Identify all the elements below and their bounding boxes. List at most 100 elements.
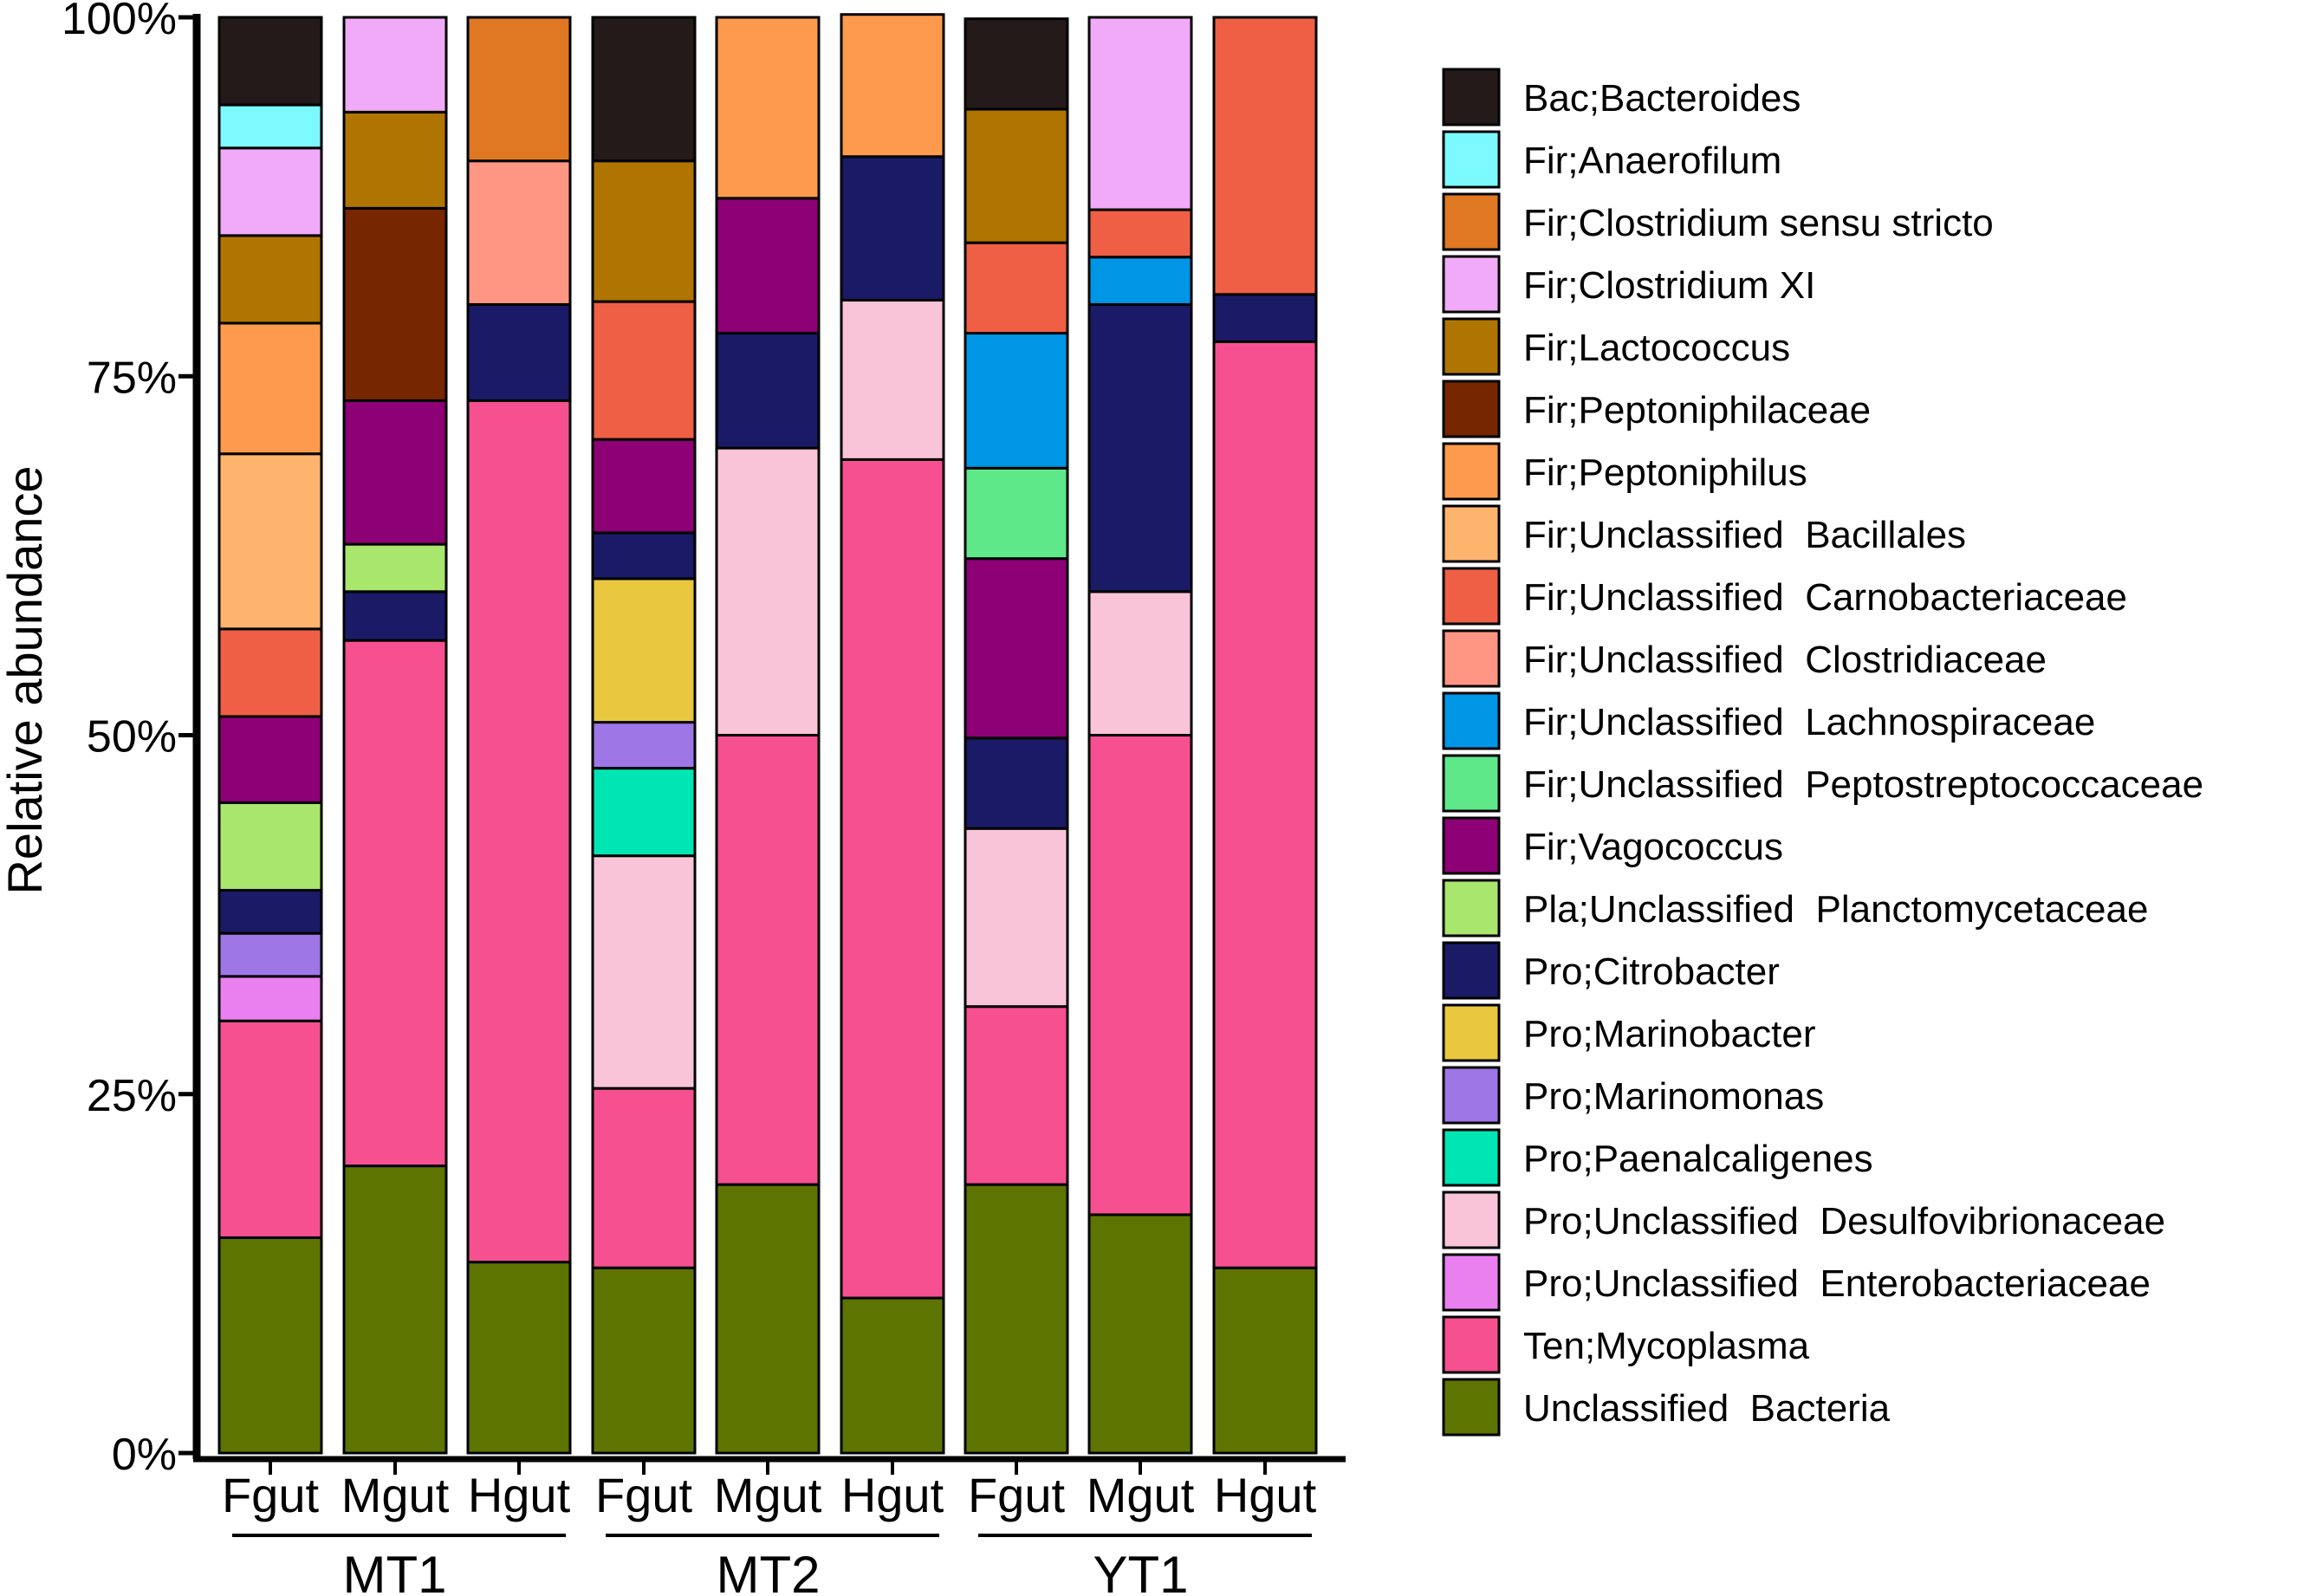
bar-segment-mt1-fgut-s15 (217, 321, 323, 456)
legend-label: Pro;Unclassified Desulfovibrionaceae (1523, 1200, 2165, 1242)
bar-segment-yt1-fgut-s3 (964, 827, 1069, 1009)
bar-segment-mt1-fgut-s20 (217, 103, 323, 150)
bar-segment-mt2-fgut-s0 (591, 1266, 697, 1455)
legend-label: Pla;Unclassified Planctomycetaceae (1523, 888, 2148, 931)
bar-segment-mt1-hgut-s1 (466, 399, 572, 1264)
x-tick-label: Fgut (222, 1468, 319, 1522)
bar-segment-mt1-mgut-s16 (342, 206, 448, 402)
legend-label: Fir;Vagococcus (1523, 826, 1783, 868)
legend-label: Fir;Unclassified Peptostreptococcaceae (1523, 763, 2203, 806)
legend-label: Ten;Mycoplasma (1523, 1325, 1810, 1367)
bar-segment-mt2-fgut-s6 (591, 577, 697, 724)
legend-swatch (1442, 130, 1501, 189)
legend-label: Unclassified Bacteria (1523, 1387, 1891, 1430)
legend-swatch (1442, 317, 1501, 376)
legend-swatch (1442, 1128, 1501, 1187)
legend-swatch (1442, 380, 1501, 438)
bar-segment-mt1-fgut-s1 (217, 1019, 323, 1239)
legend-swatch (1442, 629, 1501, 688)
bar-segment-yt1-fgut-s9 (964, 557, 1069, 740)
legend-swatch (1442, 1253, 1501, 1312)
x-tick-label: Mgut (714, 1468, 822, 1522)
bar-segment-mt2-hgut-s0 (840, 1296, 945, 1455)
bar-segment-mt2-mgut-s15 (715, 16, 821, 200)
bar-segment-yt1-fgut-s7 (964, 736, 1069, 830)
legend-label: Fir;Clostridium XI (1523, 264, 1815, 307)
legend-swatch (1442, 192, 1501, 251)
bar-segment-yt1-hgut-s13 (1212, 16, 1318, 296)
bar-segment-mt1-fgut-s2 (217, 975, 323, 1022)
legend-swatch (1442, 1003, 1501, 1062)
bar-segment-yt1-fgut-s11 (964, 332, 1069, 470)
bar-segment-yt1-mgut-s11 (1087, 256, 1193, 306)
x-tick-label: Hgut (468, 1468, 571, 1522)
legend-label: Pro;Marinobacter (1523, 1013, 1815, 1055)
bar-segment-yt1-hgut-s7 (1212, 293, 1318, 343)
bar-segment-mt1-mgut-s8 (342, 542, 448, 594)
bar-segment-mt1-mgut-s1 (342, 639, 448, 1168)
bar-segment-mt1-fgut-s9 (217, 715, 323, 804)
legend-label: Pro;Citrobacter (1523, 950, 1780, 993)
legend-swatch (1442, 1378, 1501, 1437)
bar-segment-mt2-hgut-s7 (840, 155, 945, 302)
bar-segment-yt1-fgut-s13 (964, 241, 1069, 335)
bar-segment-mt1-fgut-s8 (217, 801, 323, 892)
bar-segment-yt1-hgut-s1 (1212, 340, 1318, 1269)
y-tick-label: 50% (87, 712, 177, 762)
y-tick-label: 0% (112, 1430, 177, 1480)
x-tick-label: Fgut (595, 1468, 692, 1522)
legend-label: Fir;Peptoniphilaceae (1523, 389, 1871, 431)
bar-segment-mt1-fgut-s0 (217, 1236, 323, 1455)
x-tick-label: Hgut (841, 1468, 944, 1522)
bar-segment-mt1-hgut-s0 (466, 1261, 572, 1455)
legend-swatch (1442, 1191, 1501, 1249)
legend-label: Fir;Unclassified Clostridiaceae (1523, 639, 2047, 681)
group-label-mt1: MT1 (343, 1546, 447, 1596)
bar-segment-yt1-mgut-s0 (1087, 1213, 1193, 1455)
x-tick-label: Mgut (1087, 1468, 1195, 1522)
y-axis-title: Relative abundance (0, 465, 52, 894)
bar-segment-yt1-fgut-s17 (964, 107, 1069, 244)
bar-segment-mt1-hgut-s19 (466, 16, 572, 163)
bar-segment-mt2-fgut-s4 (591, 767, 697, 858)
y-tick-label: 75% (87, 353, 177, 403)
x-tick-label: Mgut (341, 1468, 450, 1522)
group-label-yt1: YT1 (1093, 1546, 1188, 1596)
bar-segment-mt1-fgut-s14 (217, 452, 323, 631)
legend-label: Fir;Peptoniphilus (1523, 451, 1807, 494)
bar-segment-yt1-hgut-s0 (1212, 1266, 1318, 1455)
bar-segment-yt1-fgut-s1 (964, 1005, 1069, 1186)
x-tick-label: Fgut (968, 1468, 1065, 1522)
legend-label: Pro;Unclassified Enterobacteriaceae (1523, 1262, 2151, 1305)
legend-label: Fir;Unclassified Bacillales (1523, 514, 1966, 556)
legend-label: Fir;Clostridium sensu stricto (1523, 202, 1994, 244)
legend-swatch (1442, 567, 1501, 626)
bar-segment-mt2-fgut-s9 (591, 438, 697, 535)
legend-label: Bac;Bacteroides (1523, 77, 1801, 120)
y-tick-label: 100% (62, 0, 177, 44)
bar-segment-mt1-hgut-s7 (466, 302, 572, 402)
bar-segment-mt1-fgut-s13 (217, 627, 323, 718)
bar-segment-mt2-mgut-s7 (715, 332, 821, 450)
legend-swatch (1442, 816, 1501, 875)
legend-label: Fir;Lactococcus (1523, 327, 1790, 369)
bar-segment-yt1-mgut-s1 (1087, 734, 1193, 1216)
bar-segment-mt2-mgut-s1 (715, 734, 821, 1186)
bar-segment-yt1-fgut-s10 (964, 466, 1069, 561)
bar-segment-mt2-mgut-s0 (715, 1183, 821, 1455)
bar-segment-mt1-mgut-s18 (342, 16, 448, 114)
bar-segment-yt1-fgut-s0 (964, 1183, 1069, 1455)
bar-segment-mt2-fgut-s21 (591, 16, 697, 163)
legend-label: Pro;Marinomonas (1523, 1075, 1824, 1118)
bar-segment-mt2-fgut-s1 (591, 1087, 697, 1269)
legend-label: Fir;Unclassified Lachnospiraceae (1523, 701, 2095, 743)
legend-swatch (1442, 691, 1501, 750)
bar-segment-mt2-fgut-s17 (591, 159, 697, 303)
bar-segment-mt2-hgut-s1 (840, 457, 945, 1300)
bar-segment-yt1-mgut-s7 (1087, 302, 1193, 594)
bar-segment-yt1-mgut-s18 (1087, 16, 1193, 211)
bar-segment-mt1-fgut-s18 (217, 146, 323, 237)
legend-label: Fir;Anaerofilum (1523, 139, 1781, 182)
bar-segment-mt2-hgut-s15 (840, 13, 945, 159)
